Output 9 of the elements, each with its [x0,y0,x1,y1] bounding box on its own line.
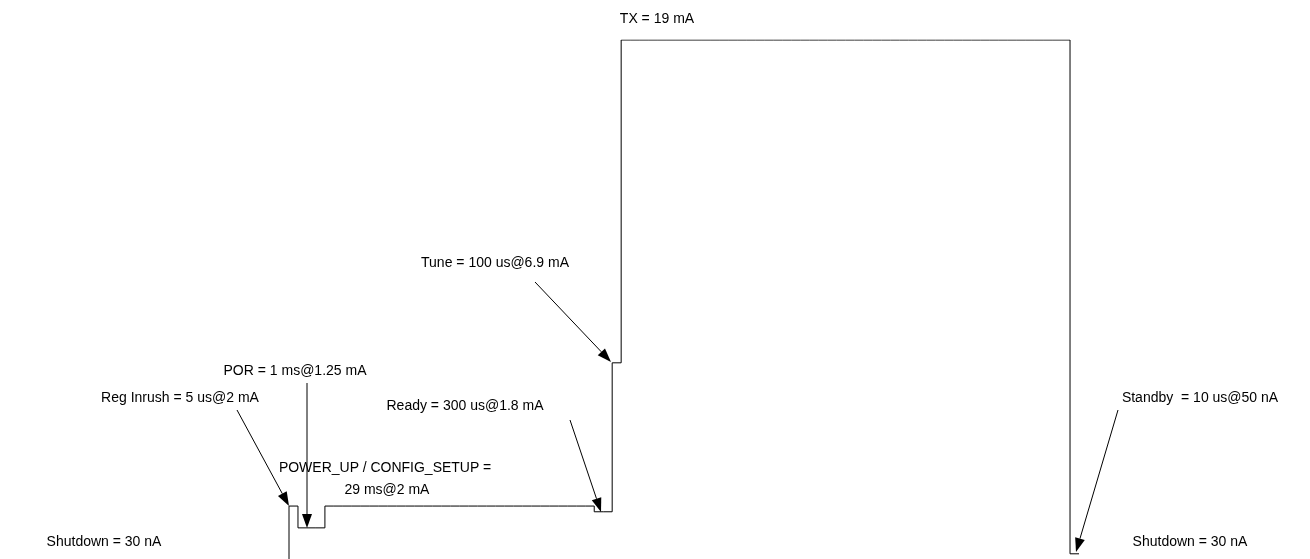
annotation: Tune = 100 us@6.9 mA [421,254,570,270]
text: Standby = 10 us@50 nA [1121,389,1279,405]
text: Reg Inrush = 5 us@2 mA [101,389,260,405]
text: Shutdown = 30 nA [46,533,163,549]
text: TX = 19 mA [619,10,695,26]
annotation: Ready = 300 us@1.8 mA [386,397,545,413]
annotation: POR = 1 ms@1.25 mA [223,362,368,378]
annotation: POWER_UP / CONFIG_SETUP = 29 ms@2 mA [278,459,492,497]
text: Shutdown = 30 nA [1132,533,1249,549]
